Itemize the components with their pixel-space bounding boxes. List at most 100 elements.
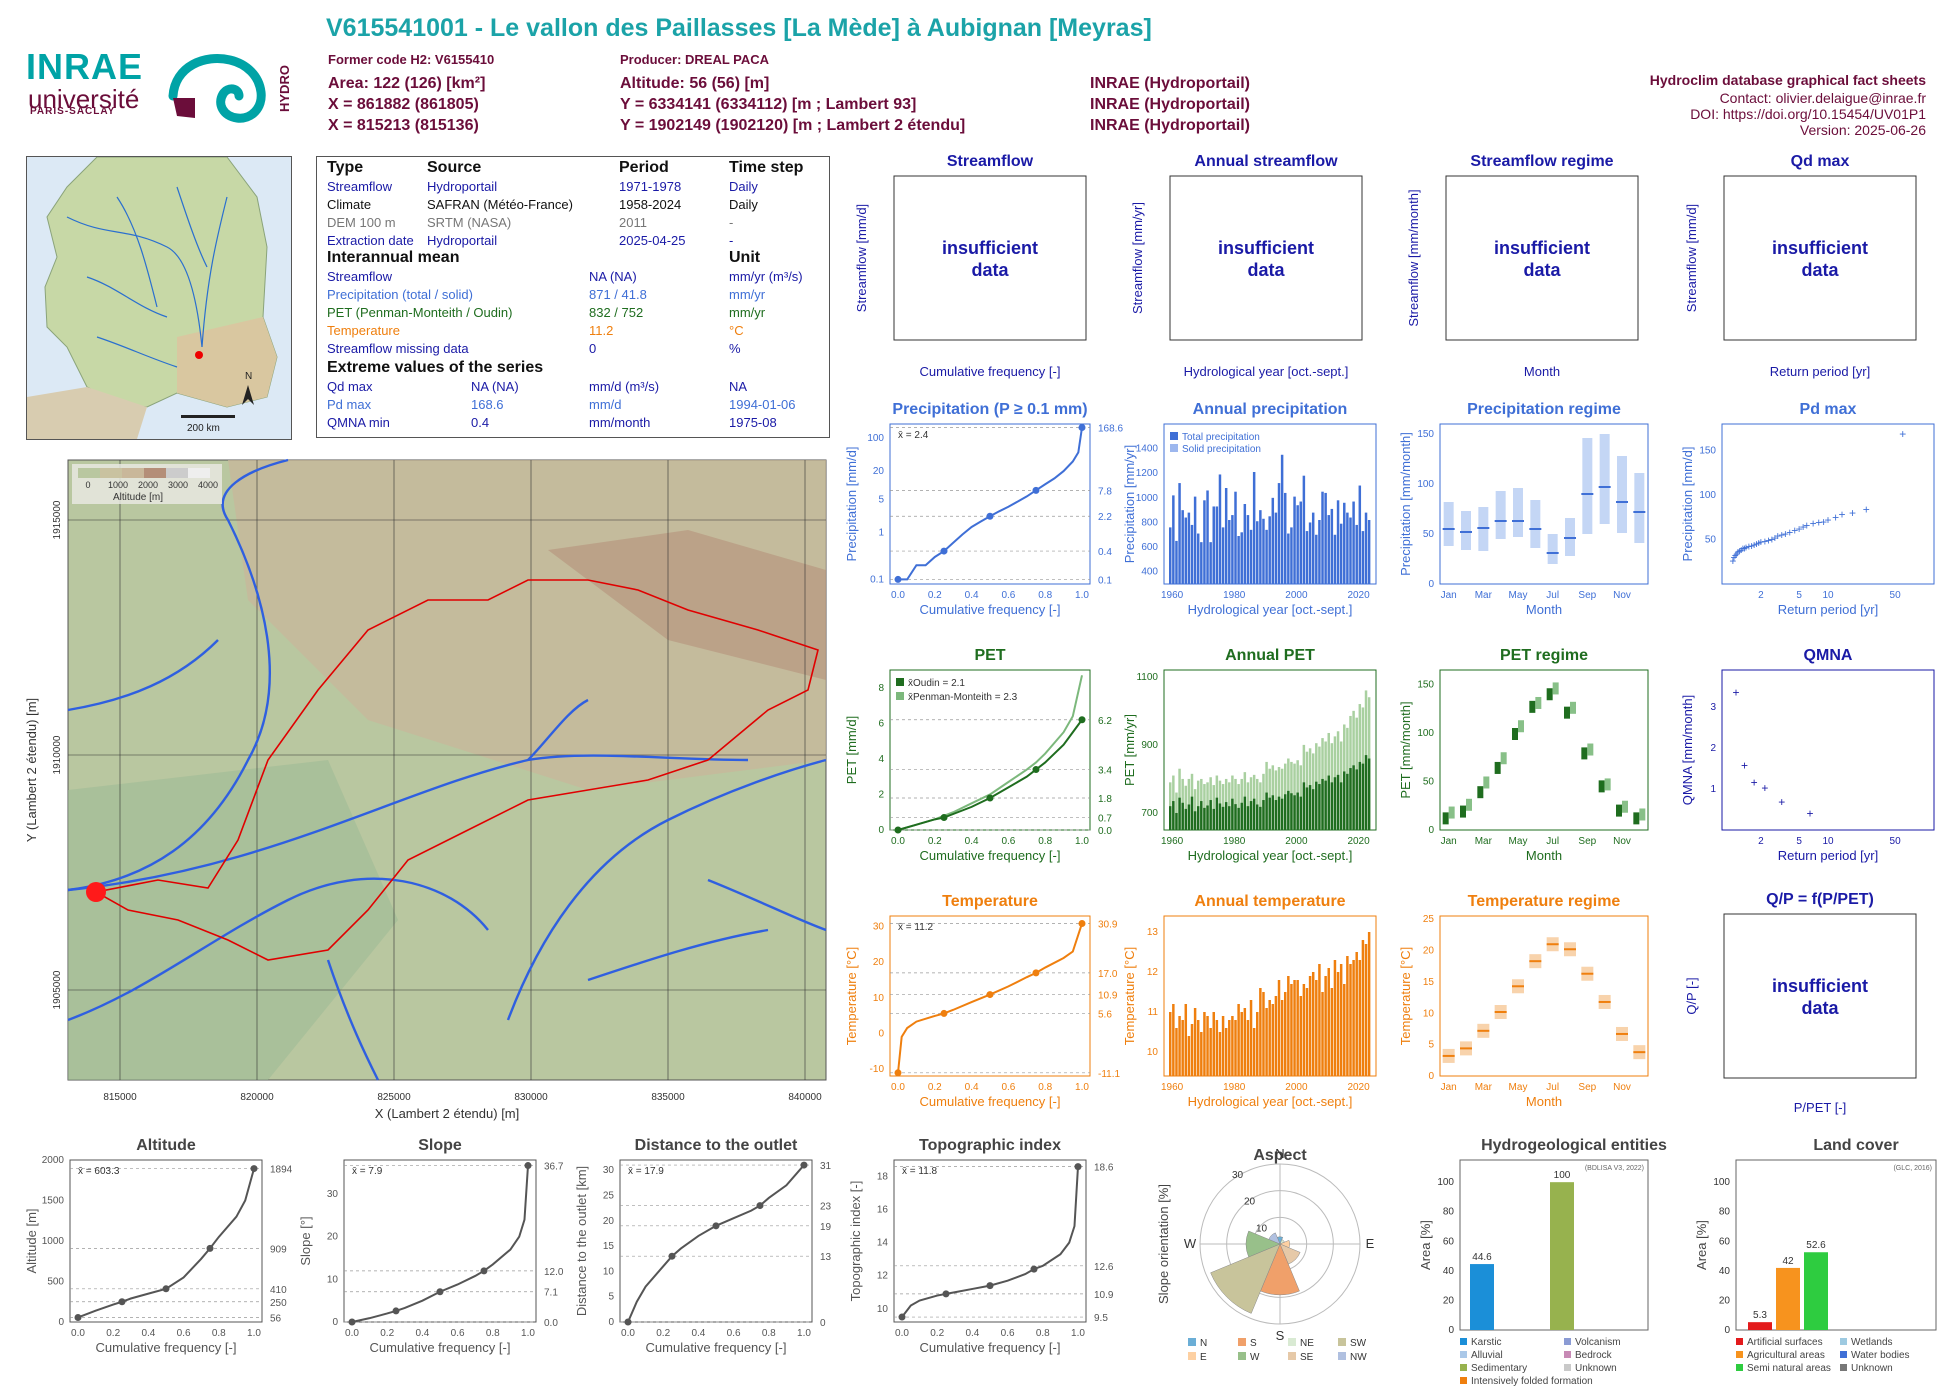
altitude-legend-tick: 2000 [138,480,158,490]
extreme-cell: mm/d (m³/s) [589,379,660,394]
chart-title: Altitude [136,1137,196,1154]
y-tick-label: 30 [873,922,885,933]
chart-x-label: Cumulative frequency [-] [96,1340,237,1355]
legend-total-swatch [1170,432,1178,440]
database-name: Hydroclim database graphical fact sheets [1649,72,1926,88]
bar [1237,807,1240,830]
y-tick-label: 20 [873,957,885,968]
data-point: + [1761,534,1768,548]
data-point: + [1796,522,1803,536]
extreme-cell: Pd max [327,397,372,412]
chart-x-label: Hydrological year [oct.-sept.] [1184,364,1349,379]
x-tick-label: 0.6 [451,1328,465,1339]
bar-penman [1206,782,1209,830]
data-point: + [1741,759,1748,773]
bar [1175,1028,1178,1076]
bar [1327,515,1330,584]
x-tick-label: 0.8 [1036,1328,1050,1339]
x-tick-label: 2000 [1285,836,1308,847]
river-line [587,928,769,982]
bar [1172,801,1175,830]
bar-penman [1367,697,1371,830]
plot-frame [1459,1159,1649,1331]
series-line [898,427,1083,581]
bar [1228,1020,1231,1076]
inrae-logo: INRAE [26,46,144,87]
chart-y-label: Temperature [°C] [1122,947,1137,1045]
chart-title: Hydrogeological entities [1481,1137,1667,1154]
x-tick-label: 1980 [1223,1082,1246,1093]
plot-frame [1439,915,1649,1077]
bar [1262,800,1265,830]
regime-pm-bar [1604,778,1611,791]
legend-solid: Solid precipitation [1182,444,1261,455]
bar [1271,497,1275,584]
y-tick-label: 1000 [1136,493,1159,504]
data-point: + [1748,539,1755,553]
bar [1296,505,1299,584]
rose-ring [1226,1190,1334,1298]
bar [1333,534,1337,584]
plot-frame [1723,913,1917,1079]
chart-y-label: Altitude [m] [24,1208,39,1273]
altitude-legend-swatch [100,468,122,478]
mean-label: x̄ = 7.9 [352,1166,383,1177]
bar [1231,515,1234,584]
quantile-label: -11.1 [1098,1069,1120,1080]
bar [1367,520,1371,584]
bar [1200,801,1203,830]
info-row-cell: - [729,233,734,248]
legend-label: Bedrock [1575,1350,1613,1361]
extreme-cell: NA [729,379,748,394]
altitude-legend-tick: 1000 [108,480,128,490]
info-row-cell: - [729,215,734,230]
regime-pm-bar [1622,800,1628,813]
legend-label: SE [1300,1352,1314,1363]
bar [1206,1016,1209,1076]
altitude-legend-tick: 0 [85,480,90,490]
bar [1184,1004,1188,1076]
y-tick-label: 3 [1710,702,1716,713]
y-tick-label: 0 [1428,825,1434,836]
bar-value-label: 52.6 [1806,1240,1826,1251]
bar [1330,782,1334,830]
chart-x-label: Cumulative frequency [-] [920,1340,1061,1355]
bar-penman [1190,773,1194,830]
legend-label: Semi natural areas [1747,1363,1831,1374]
legend-swatch [1564,1338,1571,1345]
x-tick-label: Nov [1613,1082,1631,1093]
legend-total: Total precipitation [1182,432,1260,443]
data-point: + [1741,541,1748,555]
chart-y-label: Precipitation [mm/month] [1398,432,1413,576]
plot-frame [1735,1159,1937,1331]
quantile-point [940,814,948,822]
bar [1748,1322,1772,1330]
y-tick-label: 100 [1417,728,1434,739]
bar [1187,1036,1191,1076]
info-row-cell: 1958-2024 [619,197,682,212]
x-tick-label: 1.0 [797,1328,811,1339]
regime-oudin-bar [1633,812,1640,825]
bar [1234,804,1237,830]
doi-link[interactable]: DOI: https://doi.org/10.15454/UV01P1 [1690,106,1926,122]
info-header-2: Period [619,159,669,176]
y-tick-label: 1400 [1136,444,1159,455]
bar [1203,500,1206,584]
insufficient-data-text: insufficient [1218,238,1314,258]
chart-distance: Distance to the outlet 31 23 19 13 0 0 5 10 15 20 2… [574,1137,832,1355]
bar [1336,972,1340,1076]
bar [1271,795,1275,830]
bar-penman [1352,710,1355,830]
y-tick-label: 20 [1719,1295,1731,1306]
insufficient-data-text: insufficient [1772,238,1868,258]
bar [1234,1020,1237,1076]
series-line-penman [897,675,1083,831]
bar [1352,765,1355,830]
legend-oudin-swatch [896,678,904,686]
y-tick-label: 15 [603,1241,615,1252]
y-tick-label: 100 [1417,479,1434,490]
quantile-label: 3.4 [1098,766,1112,777]
bar [1339,964,1343,1076]
x-tick-label: 0.6 [1001,836,1015,847]
